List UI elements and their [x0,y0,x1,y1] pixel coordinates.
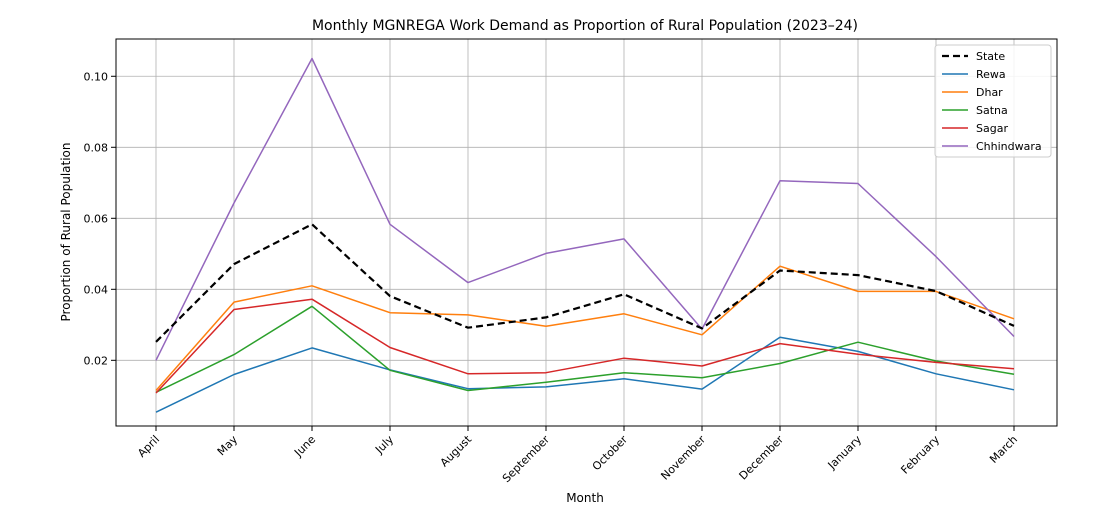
series-line-satna [155,305,1015,393]
legend-label-dhar: Dhar [976,86,1003,99]
legend-box [934,44,1052,158]
y-tick-label: 0.10 [84,70,109,83]
y-tick-label: 0.06 [84,212,109,225]
y-tick-label: 0.04 [84,283,109,296]
series-lines [155,57,1015,413]
x-tick-label: January [825,433,865,473]
y-tick-label: 0.02 [84,354,109,367]
legend-label-state: State [976,50,1005,63]
x-tick-label: November [658,433,708,483]
series-line-dhar [155,265,1015,391]
x-tick-label: July [372,433,396,457]
y-tick-label: 0.08 [84,141,109,154]
x-tick-label: September [500,433,553,486]
legend: State Rewa Dhar Satna Sagar Chhindwara [934,44,1052,158]
x-tick-label: March [987,433,1020,466]
x-tick-label: December [737,433,787,483]
y-axis-label: Proportion of Rural Population [59,143,73,322]
series-line-chhindwara [155,57,1015,361]
x-axis-ticks: April May June July August September October No… [135,426,1020,485]
chart-title: Monthly MGNREGA Work Demand as Proportio… [312,18,858,34]
legend-label-satna: Satna [976,104,1008,117]
x-tick-label: February [898,433,942,477]
series-line-sagar [155,298,1015,394]
series-line-state [155,223,1015,343]
x-tick-label: June [291,433,318,460]
x-tick-label: October [590,433,631,474]
x-tick-label: April [135,433,162,460]
x-axis-label: Month [566,491,604,505]
x-tick-label: August [438,432,475,469]
legend-label-chhindwara: Chhindwara [976,140,1042,153]
legend-label-sagar: Sagar [976,122,1008,135]
plot-frame [115,38,1058,427]
x-tick-label: May [215,433,241,459]
legend-label-rewa: Rewa [976,68,1006,81]
y-axis-ticks: 0.02 0.04 0.06 0.08 0.10 [84,70,116,367]
